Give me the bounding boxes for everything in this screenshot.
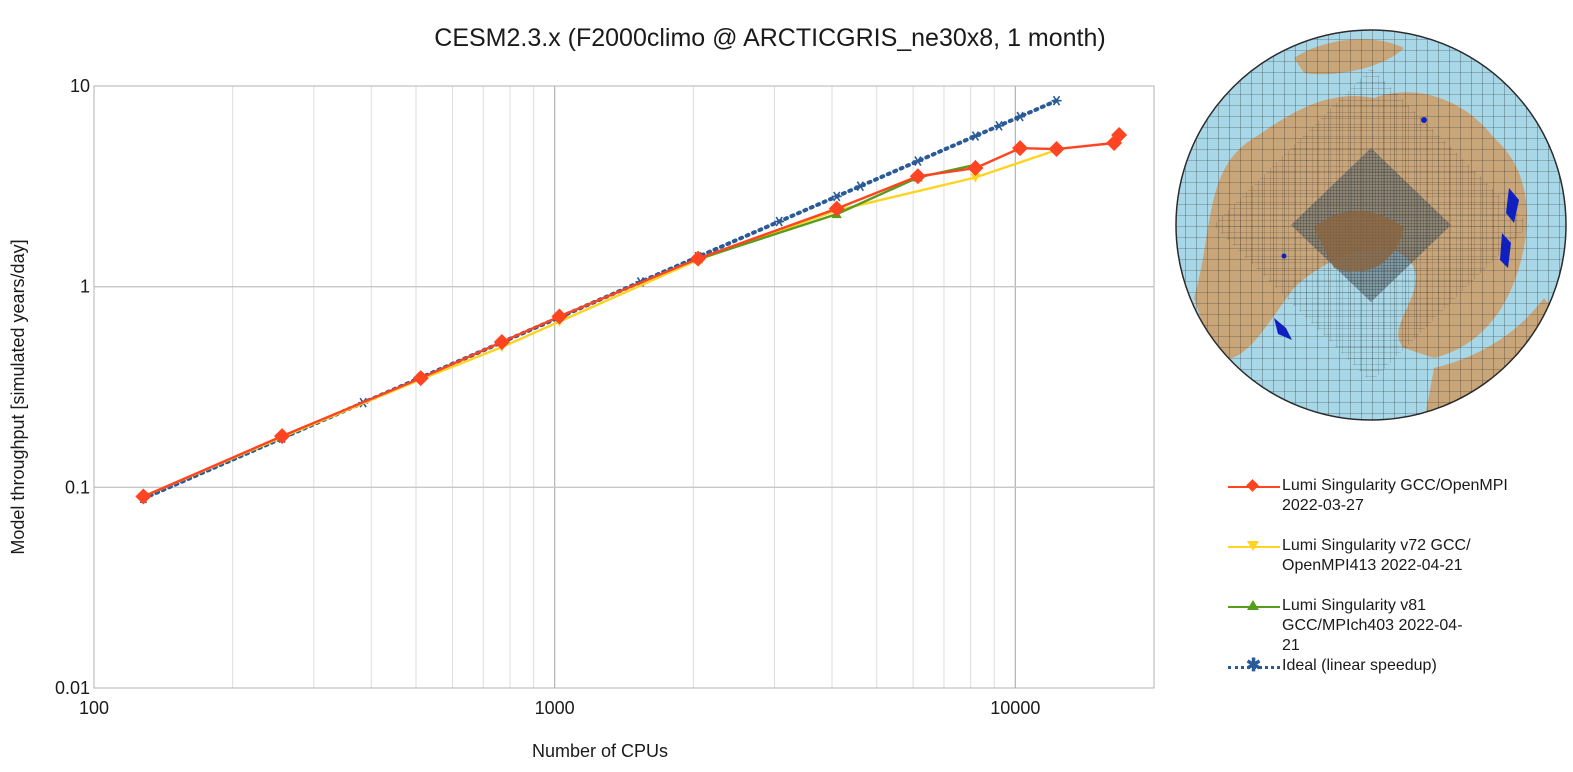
x-tick-label: 10000 [990, 698, 1040, 718]
data-point [1051, 95, 1062, 106]
legend-marker-asterisk-icon: ✱ [1246, 655, 1262, 675]
legend-label: OpenMPI413 2022-04-21 [1282, 557, 1463, 574]
data-point [1012, 140, 1029, 157]
axis-ticks: 100 1000 10000 0.01 0.1 1 10 [55, 76, 1040, 718]
x-tick-label: 1000 [535, 698, 575, 718]
legend-label: Lumi Singularity v72 GCC/ [1282, 537, 1471, 554]
data-point [551, 308, 568, 325]
series-2 [138, 145, 1062, 502]
data-point [855, 181, 866, 192]
data-point [1015, 111, 1026, 122]
series-line [142, 148, 1057, 498]
data-point [274, 428, 291, 445]
data-point [690, 250, 707, 267]
legend-label: Lumi Singularity GCC/OpenMPI [1282, 477, 1508, 494]
legend-label: Lumi Singularity v81 [1282, 597, 1427, 614]
series [135, 95, 1128, 505]
legend-swatch [1228, 666, 1280, 669]
y-tick-label: 0.01 [55, 678, 90, 698]
x-axis-label: Number of CPUs [532, 741, 668, 761]
data-point [831, 191, 842, 202]
legend-marker-triangle-down-icon [1247, 541, 1259, 551]
data-point [993, 120, 1004, 131]
data-point [412, 370, 429, 387]
data-point [970, 131, 981, 141]
data-point [1048, 141, 1065, 158]
arctic-grid-globe-image [1174, 28, 1568, 422]
y-tick-label: 10 [70, 76, 90, 96]
data-point [912, 156, 923, 167]
x-tick-label: 100 [79, 698, 109, 718]
legend-item: Lumi Singularity v81 GCC/MPIch403 2022-0… [1228, 596, 1548, 656]
legend-label: Ideal (linear speedup) [1282, 657, 1437, 674]
legend-item: ✱ Ideal (linear speedup) [1228, 655, 1548, 676]
y-tick-label: 0.1 [65, 477, 90, 497]
legend-label: GCC/MPIch403 2022-04- [1282, 617, 1463, 634]
legend-marker-diamond-icon [1246, 479, 1259, 492]
legend-label: 21 [1282, 637, 1300, 654]
y-axis-label: Model throughput [simulated years/day] [8, 239, 28, 554]
legend-item: Lumi Singularity GCC/OpenMPI 2022-03-27 [1228, 476, 1548, 516]
y-tick-label: 1 [80, 277, 90, 297]
legend-label: 2022-03-27 [1282, 497, 1364, 514]
data-point [828, 200, 845, 217]
series-1 [135, 126, 1128, 505]
series-line [142, 134, 1121, 498]
grid [94, 86, 1154, 688]
legend-item: Lumi Singularity v72 GCC/ OpenMPI413 202… [1228, 536, 1548, 576]
data-point [909, 168, 926, 185]
legend: Lumi Singularity GCC/OpenMPI 2022-03-27 … [1228, 476, 1548, 676]
data-point [1111, 126, 1128, 143]
data-point [967, 160, 984, 177]
data-point [135, 488, 152, 505]
data-point [774, 216, 785, 227]
data-point [493, 333, 510, 350]
chart-title: CESM2.3.x (F2000climo @ ARCTICGRIS_ne30x… [434, 24, 1105, 52]
legend-marker-triangle-up-icon [1247, 600, 1259, 610]
data-point [970, 173, 981, 183]
plot-area [93, 85, 1155, 689]
